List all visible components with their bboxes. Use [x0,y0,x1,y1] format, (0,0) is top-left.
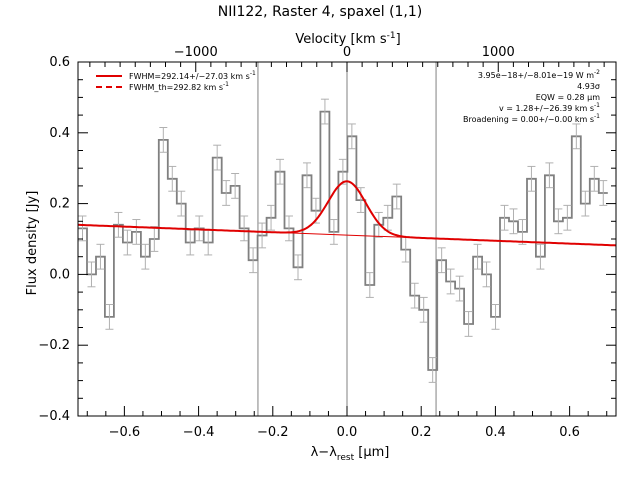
error-bar-53 [554,208,563,235]
x-tick-label-0: −0.6 [109,425,141,440]
annotation-line-3: v = 1.28+/−26.39 km s-1 [499,102,600,113]
error-bar-44 [473,243,482,270]
y-tick-label-5: 0.6 [49,55,70,70]
error-bar-48 [509,208,518,235]
y-axis-label: Flux density [Jy] [25,191,40,296]
error-bar-58 [599,180,608,206]
error-bar-9 [159,126,168,153]
error-bar-23 [285,215,294,242]
error-bar-31 [356,187,365,213]
error-bar-7 [141,243,150,270]
error-bar-19 [249,247,258,274]
top-axis-label: Velocity [km s-1] [295,31,400,47]
y-tick-label-2: 0.0 [49,267,70,282]
error-bar-47 [500,204,509,231]
error-bar-2 [96,243,105,270]
x-tick-label-6: 0.6 [559,425,580,440]
plot-area [78,62,616,416]
error-bar-33 [374,211,383,238]
y-tick-label-4: 0.4 [49,126,70,141]
y-tick-label-1: −0.2 [38,338,70,353]
annotation-box: 3.95e−18+/−8.01e−19 W m-2 4.93σ EQW = 0.28… [463,69,600,124]
error-bar-3 [105,303,114,330]
error-bar-52 [545,162,554,189]
error-bar-22 [276,158,285,185]
error-bar-21 [267,204,276,231]
legend: FWHM=292.14+/−27.03 km s-1FWHM_th=292.82… [96,70,256,92]
error-bar-25 [302,162,311,189]
error-bar-46 [491,303,500,330]
error-bar-49 [518,219,527,245]
error-bar-5 [123,229,132,256]
error-bar-11 [177,190,186,217]
plot-clip-group [78,62,616,416]
error-bar-40 [437,247,446,274]
error-bar-4 [114,211,123,238]
spectrum-histogram [78,110,608,371]
error-bar-39 [428,357,437,383]
x-tick-label-3: 0.0 [337,425,358,440]
error-bar-56 [581,190,590,217]
annotation-line-4: Broadening = 0.00+/−0.00 km s-1 [463,113,600,124]
top-tick-label-1: 0 [343,45,351,60]
x-tick-label-5: 0.4 [485,425,506,440]
error-bar-37 [410,282,419,309]
error-bar-41 [446,268,455,295]
axes-frame: −0.6 −0.4 −0.2 0.0 0.2 0.4 0.6 −0.4 −0.2 0.0 0.2 0.… [38,45,617,440]
legend-label-0: FWHM=292.14+/−27.03 km s-1 [129,70,256,81]
error-bar-32 [365,272,374,298]
error-bar-45 [482,261,491,288]
fit-curve [78,180,616,247]
error-bar-6 [132,219,141,245]
error-bar-27 [320,98,329,125]
error-bar-30 [347,123,356,150]
error-bar-57 [590,165,599,192]
annotation-line-0: 3.95e−18+/−8.01e−19 W m-2 [478,69,600,80]
annotation-line-1: 4.93σ [577,82,600,91]
x-tick-label-1: −0.4 [183,425,215,440]
error-bar-18 [240,215,249,242]
x-axis-label: λ−λrest [μm] [311,445,390,463]
chart-title: NII122, Raster 4, spaxel (1,1) [218,4,423,20]
error-bar-43 [464,311,473,337]
error-bar-51 [536,243,545,270]
error-bar-15 [213,144,222,171]
annotation-line-2: EQW = 0.28 μm [536,93,600,102]
error-bar-20 [258,222,267,249]
error-bar-1 [87,261,96,288]
error-bar-16 [222,180,231,206]
error-bar-54 [563,204,572,231]
error-bar-24 [293,254,302,281]
legend-label-1: FWHM_th=292.82 km s-1 [129,81,229,92]
error-bar-50 [527,165,536,192]
error-bar-55 [572,123,581,150]
y-tick-label-0: −0.4 [38,409,70,424]
top-tick-label-0: −1000 [174,45,218,60]
x-tick-label-2: −0.2 [257,425,289,440]
error-bar-35 [392,183,401,210]
error-bar-28 [329,219,338,245]
error-bar-42 [455,275,464,302]
y-tick-label-3: 0.2 [49,197,70,212]
error-bar-0 [78,215,87,242]
error-bar-13 [195,215,204,242]
x-tick-label-4: 0.2 [411,425,432,440]
error-bar-17 [231,173,240,199]
error-bar-38 [419,296,428,323]
top-tick-label-2: 1000 [482,45,515,60]
error-bar-10 [168,165,177,192]
